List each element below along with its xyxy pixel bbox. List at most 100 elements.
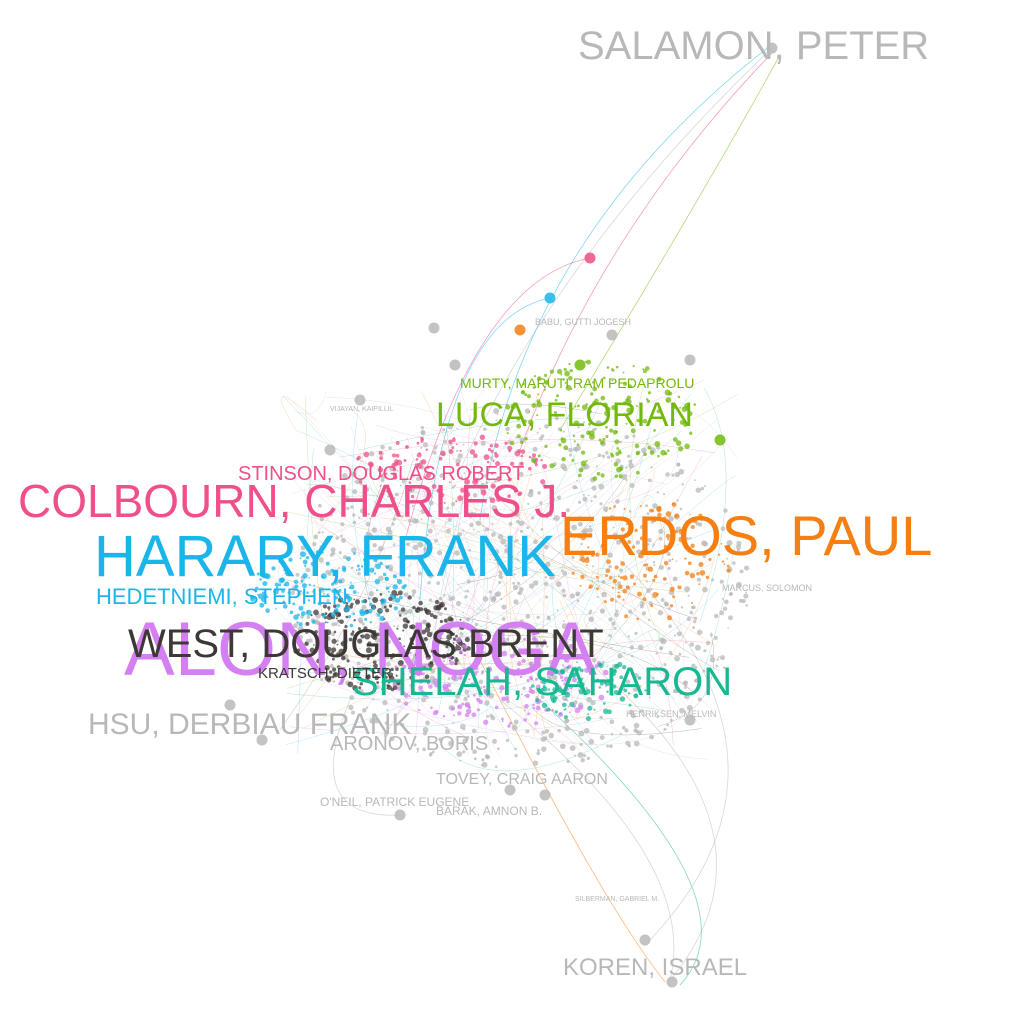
label-marcus-solomon[interactable]: MARCUS, SOLOMON [722,583,813,593]
label-silberman-gabriel[interactable]: SILBERMAN, GABRIEL M. [575,896,660,903]
node-0-878 [702,586,708,593]
node-2-94 [363,610,368,615]
node-0-626 [329,513,333,517]
label-west-douglas[interactable]: WEST, DOUGLAS BRENT [128,622,604,666]
node-4-137 [553,410,558,415]
node-6-40 [421,672,425,676]
node-4-9 [643,452,647,457]
node-6-182 [458,647,461,650]
node-0-673 [466,579,471,584]
node-4-135 [522,382,526,386]
node-4-16 [554,398,558,402]
node-2-57 [349,623,354,628]
node-0-393 [610,733,614,736]
node-2-18 [338,588,342,593]
node-0-31 [543,544,549,550]
label-henriksen-melvin[interactable]: HENRIKSEN, MELVIN [626,709,717,719]
node-4-64 [544,444,548,448]
label-koren-israel[interactable]: KOREN, ISRAEL [563,954,748,981]
node-4-12 [605,425,608,429]
label-shelah-saharon[interactable]: SHELAH, SAHARON [352,660,733,704]
node-5-107 [721,560,725,563]
label-erdos-paul[interactable]: ERDOS, PAUL [560,504,933,567]
label-alon-noga[interactable]: ALON, NOGA [124,607,597,692]
inner-edge-135 [303,481,512,585]
node-0-824 [539,501,543,505]
node-0-612 [386,495,390,498]
node-0-800 [422,442,429,448]
node-7-78 [569,701,575,708]
node-0-73 [564,725,570,732]
node-0-508 [662,493,666,496]
node-0-395 [505,426,510,432]
node-1-16 [350,602,354,606]
node-7-66 [576,666,582,671]
label-oneil-patrick[interactable]: O'NEIL, PATRICK EUGENE [320,795,470,809]
node-0-194 [457,453,463,459]
node-1-68 [324,675,331,682]
node-0-101 [432,450,437,455]
node-6-116 [535,677,538,681]
node-4-166 [642,369,647,374]
label-hedetniemi-stephen[interactable]: HEDETNIEMI, STEPHEN [96,584,348,609]
node-6-163 [442,683,449,690]
node-0-254 [573,754,577,757]
label-aronov-boris[interactable]: ARONOV, BORIS [330,733,489,755]
node-0-694 [478,692,483,698]
node-1-144 [441,653,447,659]
node-0-785 [411,504,415,508]
node-0-388 [350,566,354,570]
node-7-64 [547,688,551,691]
node-4-157 [592,381,595,384]
node-2-92 [288,557,293,562]
label-harary-frank[interactable]: HARARY, FRANK [94,524,556,589]
node-2-10 [387,590,390,593]
node-0-373 [342,555,348,560]
node-0-728 [663,663,667,667]
node-1-62 [454,658,459,663]
node-0-702 [434,538,438,543]
node-2-68 [325,561,330,566]
label-kratsch-dieter[interactable]: KRATSCH, DIETER [258,665,392,682]
node-6-63 [479,639,484,644]
node-5-115 [625,585,630,590]
node-1-168 [325,629,332,636]
node-0-340 [594,427,597,431]
node-3-94 [540,479,546,485]
node-5-98 [650,604,654,608]
node-0-624 [428,598,433,602]
node-0-804 [386,708,389,711]
node-5-84 [662,577,667,581]
node-6-59 [561,646,565,650]
inner-edge-73 [439,508,577,532]
label-luca-florian[interactable]: LUCA, FLORIAN [436,396,693,434]
node-0-696 [536,751,540,756]
label-barak-amnon[interactable]: BARAK, AMNON B. [436,804,543,818]
node-6-20 [585,687,588,690]
node-0-468 [495,419,498,422]
node-4-51 [689,431,693,435]
node-6-146 [452,714,455,717]
node-2-60 [356,564,360,568]
label-murty-maruti[interactable]: MURTY, MARUTI RAM PEDAPROLU [460,375,695,391]
node-5-100 [611,586,615,589]
node-5-80 [620,527,625,532]
node-0-402 [676,716,679,718]
node-3-96 [490,483,496,489]
label-stinson-douglas[interactable]: STINSON, DOUGLAS ROBERT [238,463,525,485]
inner-edge-108 [531,706,702,736]
label-tovey-craig[interactable]: TOVEY, CRAIG AARON [436,771,608,788]
node-3-33 [386,490,389,493]
label-babu-gutti[interactable]: BABU, GUTTI JOGESH [535,317,632,327]
label-hsu-derbiau-frank[interactable]: HSU, DERBIAU FRANK [88,708,412,741]
node-0-284 [484,700,490,706]
label-colbourn-charles[interactable]: COLBOURN, CHARLES J. [18,475,571,527]
node-0-630 [698,522,703,527]
node-0-687 [498,581,502,585]
label-salamon-peter[interactable]: SALAMON, PETER [578,24,930,68]
node-3-50 [378,450,383,455]
node-0-852 [694,678,700,683]
node-6-156 [458,650,463,654]
node-0-36 [498,570,503,575]
label-vijayan-kaipillil[interactable]: VIJAYAN, KAIPILLIL [330,406,394,413]
